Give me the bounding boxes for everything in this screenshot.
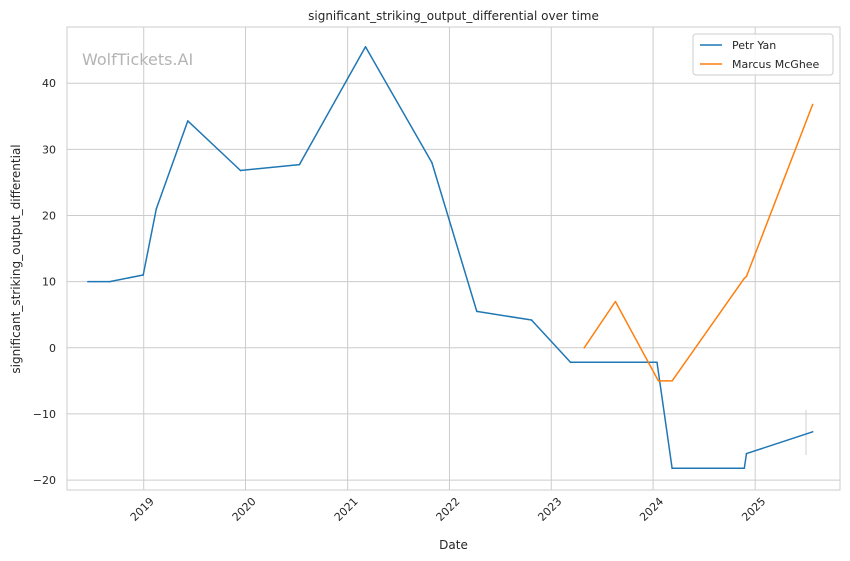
data-point	[142, 274, 144, 276]
data-point	[431, 161, 433, 164]
plot-frame	[66, 26, 841, 491]
data-point	[657, 380, 660, 382]
data-point	[569, 361, 572, 364]
series-layer	[87, 46, 814, 469]
y-tick-label: 0	[49, 342, 56, 355]
y-tick-label: 40	[42, 77, 56, 90]
data-point	[671, 467, 673, 469]
data-point	[745, 452, 748, 455]
y-tick-label: −20	[33, 474, 56, 487]
watermark: WolfTickets.AI	[82, 50, 193, 69]
y-tick-label: 10	[42, 276, 56, 289]
data-point	[475, 310, 478, 313]
data-point	[811, 103, 814, 106]
data-point	[298, 163, 301, 166]
data-point	[656, 361, 658, 364]
data-point	[743, 467, 746, 469]
y-tick-label: 30	[42, 143, 56, 156]
data-point	[671, 380, 673, 382]
data-point	[108, 280, 111, 283]
data-point	[364, 46, 367, 48]
y-tick-label: 20	[42, 210, 56, 223]
legend: Petr Yan Marcus McGhee	[692, 33, 834, 76]
y-axis-label: significant_striking_output_differential	[9, 144, 23, 373]
data-point	[186, 120, 189, 122]
data-point	[583, 346, 585, 349]
x-axis-label: Date	[439, 538, 468, 552]
data-point	[743, 277, 746, 280]
y-grid	[67, 82, 840, 481]
data-point	[155, 208, 158, 210]
legend-box	[692, 33, 834, 76]
chart-title: significant_striking_output_differential…	[308, 9, 599, 23]
data-point	[811, 430, 814, 433]
data-point	[239, 169, 242, 172]
data-point	[614, 300, 617, 303]
legend-label: Petr Yan	[732, 39, 776, 52]
y-axis-ticks: −20 −10 0 10 20 30 40	[33, 77, 56, 487]
data-point	[87, 280, 89, 283]
data-point	[745, 275, 748, 278]
data-point	[530, 319, 533, 321]
x-grid	[143, 27, 756, 490]
y-tick-label: −10	[33, 408, 56, 421]
legend-label: Marcus McGhee	[732, 58, 820, 71]
